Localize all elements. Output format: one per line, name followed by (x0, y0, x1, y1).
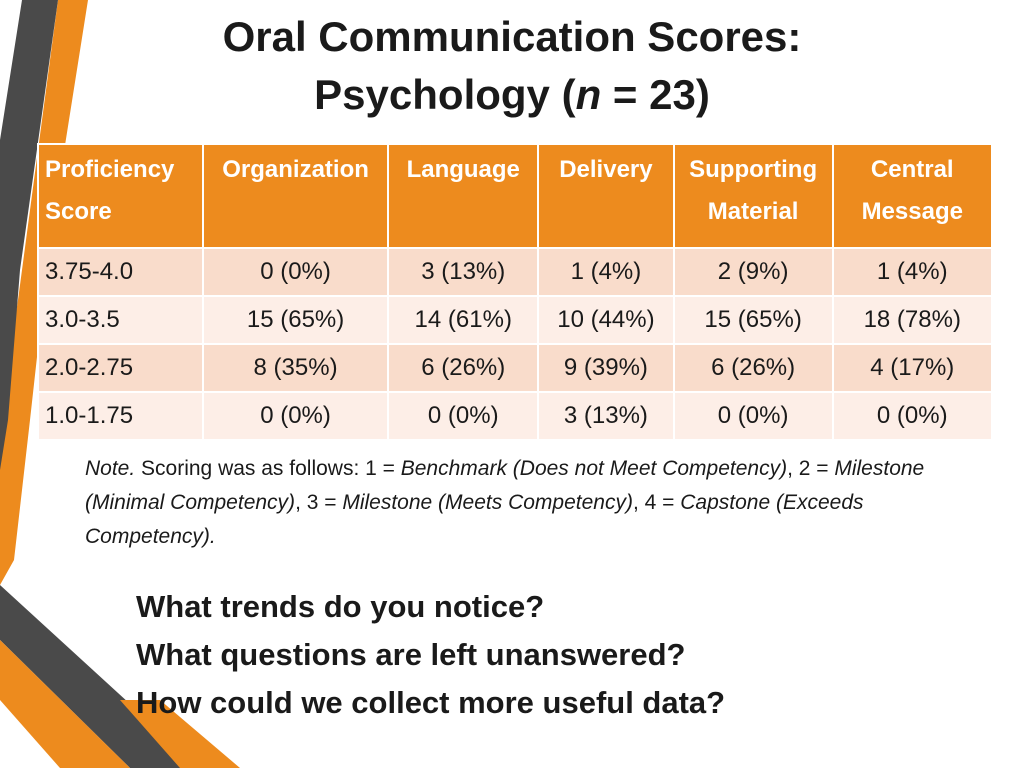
table-cell: 4 (17%) (831, 343, 994, 393)
slide-title: Oral Communication Scores: Psychology (n… (0, 8, 1024, 124)
note-benchmark: Benchmark (Does not Meet Competency) (400, 457, 788, 480)
note-milestone-minimal: Milestone (Minimal Competency) (85, 457, 925, 514)
table-row: 3.0-3.5 15 (65%) 14 (61%) 10 (44%) 15 (6… (37, 295, 994, 345)
table-row: 2.0-2.75 8 (35%) 6 (26%) 9 (39%) 6 (26%)… (37, 343, 994, 393)
table-cell: 2 (9%) (672, 247, 834, 297)
table-cell: 0 (0%) (831, 391, 994, 441)
table-cell: 0 (0%) (201, 391, 390, 441)
table-cell: 2.0-2.75 (37, 343, 204, 393)
header-delivery: Delivery (537, 143, 675, 249)
table-cell: 1.0-1.75 (37, 391, 204, 441)
table-row: 3.75-4.0 0 (0%) 3 (13%) 1 (4%) 2 (9%) 1 … (37, 247, 994, 297)
table-cell: 6 (26%) (387, 343, 540, 393)
table-header-row: Proficiency Score Organization Language … (37, 143, 994, 249)
table-cell: 3.75-4.0 (37, 247, 204, 297)
header-central-message: Central Message (831, 143, 994, 249)
table-cell: 15 (65%) (672, 295, 834, 345)
question-collect-data: How could we collect more useful data? (136, 685, 726, 720)
orange-stripe-lower (0, 640, 130, 768)
table-cell: 3 (13%) (387, 247, 540, 297)
header-language: Language (387, 143, 540, 249)
table-row: 1.0-1.75 0 (0%) 0 (0%) 3 (13%) 0 (0%) 0 … (37, 391, 994, 441)
table-cell: 10 (44%) (537, 295, 675, 345)
note-milestone-meets: Milestone (Meets Competency) (342, 491, 633, 514)
table-cell: 6 (26%) (672, 343, 834, 393)
discussion-questions: What trends do you notice? What question… (136, 583, 996, 727)
note-text-2: , 2 = (787, 457, 835, 480)
title-line-2: Psychology (n = 23) (0, 66, 1024, 124)
table-cell: 3 (13%) (537, 391, 675, 441)
gray-stripe (0, 0, 58, 470)
scores-table: Proficiency Score Organization Language … (37, 143, 994, 441)
note-text-4: , 4 = (632, 491, 681, 514)
note-text-1: Scoring was as follows: 1 = (135, 457, 401, 480)
header-supporting-material: Supporting Material (672, 143, 834, 249)
title-line-2-suffix: = 23) (601, 71, 710, 118)
table-cell: 0 (0%) (201, 247, 390, 297)
question-trends: What trends do you notice? (136, 589, 545, 624)
note-capstone: Capstone (Exceeds Competency). (85, 491, 864, 548)
scoring-note: Note. Scoring was as follows: 1 = Benchm… (85, 452, 965, 554)
table-cell: 1 (4%) (537, 247, 675, 297)
table-cell: 0 (0%) (672, 391, 834, 441)
table-cell: 1 (4%) (831, 247, 994, 297)
table-cell: 0 (0%) (387, 391, 540, 441)
note-label: Note. (85, 457, 136, 480)
title-line-2-italic: n (575, 71, 602, 118)
table-cell: 14 (61%) (387, 295, 540, 345)
orange-stripe-bottom (120, 700, 240, 768)
table-cell: 3.0-3.5 (37, 295, 204, 345)
title-line-2-prefix: Psychology ( (314, 71, 576, 118)
header-proficiency-score: Proficiency Score (37, 143, 204, 249)
table-cell: 8 (35%) (201, 343, 390, 393)
table-cell: 15 (65%) (201, 295, 390, 345)
table-cell: 18 (78%) (831, 295, 994, 345)
title-line-1: Oral Communication Scores: (222, 13, 802, 60)
note-text-3: , 3 = (295, 491, 343, 514)
question-unanswered: What questions are left unanswered? (136, 637, 686, 672)
header-organization: Organization (201, 143, 390, 249)
table-cell: 9 (39%) (537, 343, 675, 393)
